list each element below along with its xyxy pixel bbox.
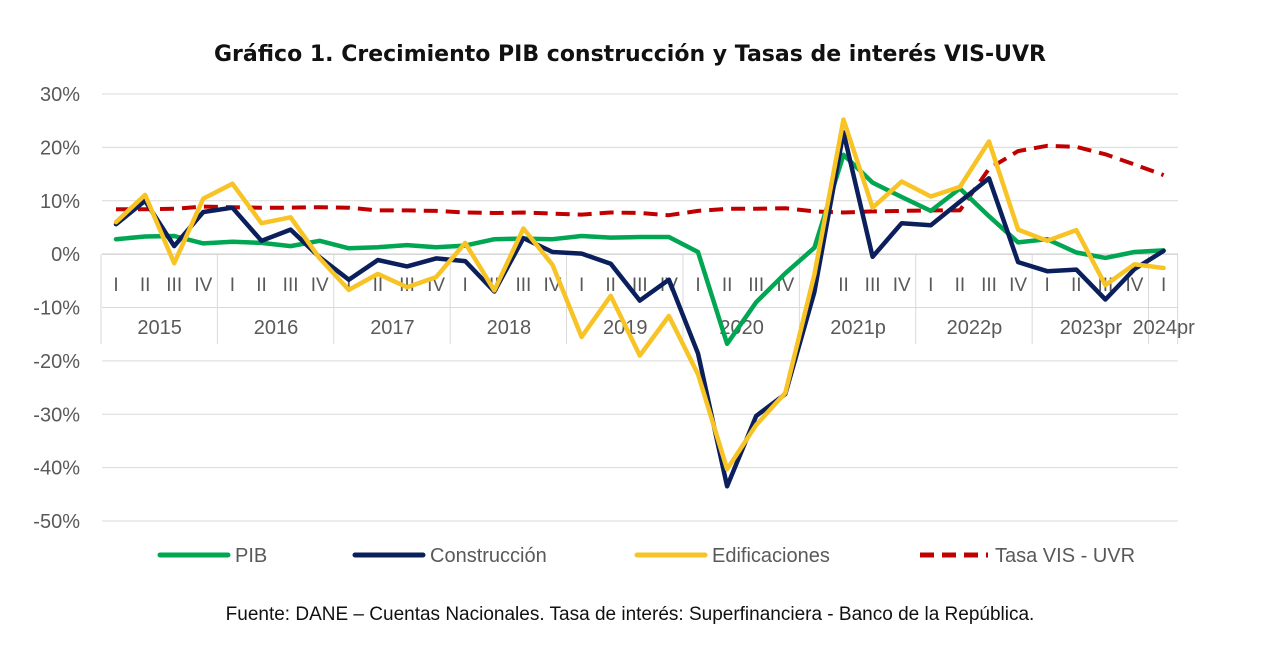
year-label: 2023pr bbox=[1060, 317, 1123, 339]
year-label: 2018 bbox=[487, 317, 532, 339]
series-line-construcción bbox=[113, 130, 1166, 489]
year-label: 2017 bbox=[370, 317, 415, 339]
quarter-label: IV bbox=[893, 275, 911, 296]
series-line-tasa-vis-uvr bbox=[116, 143, 1165, 218]
quarter-label: III bbox=[981, 275, 997, 296]
legend-label: PIB bbox=[235, 545, 267, 567]
year-label: 2015 bbox=[137, 317, 182, 339]
y-tick-label: -50% bbox=[33, 511, 80, 533]
quarter-label: II bbox=[373, 275, 384, 296]
series-line-pib bbox=[113, 152, 1166, 347]
y-tick-label: 0% bbox=[51, 244, 80, 266]
chart-title: Gráfico 1. Crecimiento PIB construcción … bbox=[214, 42, 1046, 67]
gridlines bbox=[102, 93, 1178, 522]
quarter-label: II bbox=[838, 275, 849, 296]
quarter-label: I bbox=[230, 275, 235, 296]
series-lines bbox=[113, 117, 1166, 489]
source-note: Fuente: DANE – Cuentas Nacionales. Tasa … bbox=[226, 604, 1035, 625]
y-tick-label: 30% bbox=[40, 84, 80, 106]
quarter-label: III bbox=[632, 275, 648, 296]
quarter-label: II bbox=[1071, 275, 1082, 296]
quarter-label: IV bbox=[311, 275, 329, 296]
legend-label: Construcción bbox=[430, 545, 547, 567]
quarter-label: I bbox=[579, 275, 584, 296]
y-tick-label: 10% bbox=[40, 191, 80, 213]
y-tick-label: -10% bbox=[33, 298, 80, 320]
quarter-label: III bbox=[865, 275, 881, 296]
quarter-label: II bbox=[140, 275, 151, 296]
quarter-label: II bbox=[256, 275, 267, 296]
quarter-label: I bbox=[113, 275, 118, 296]
quarter-label: IV bbox=[194, 275, 212, 296]
legend-label: Tasa VIS - UVR bbox=[995, 545, 1135, 567]
year-label: 2022p bbox=[947, 317, 1003, 339]
quarter-label: I bbox=[463, 275, 468, 296]
year-label: 2021p bbox=[830, 317, 886, 339]
quarter-label: I bbox=[1161, 275, 1166, 296]
year-label: 2016 bbox=[254, 317, 299, 339]
quarter-label: III bbox=[515, 275, 531, 296]
quarter-label: III bbox=[283, 275, 299, 296]
quarter-label: IV bbox=[1009, 275, 1027, 296]
quarter-label: II bbox=[722, 275, 733, 296]
legend-label: Edificaciones bbox=[712, 545, 830, 567]
y-tick-label: -40% bbox=[33, 458, 80, 480]
series-line-edificaciones bbox=[113, 117, 1166, 472]
quarter-label: I bbox=[928, 275, 933, 296]
quarter-label: IV bbox=[1126, 275, 1144, 296]
quarter-label: III bbox=[748, 275, 764, 296]
quarter-label: III bbox=[166, 275, 182, 296]
y-tick-label: 20% bbox=[40, 137, 80, 159]
quarter-label: I bbox=[1045, 275, 1050, 296]
year-label: 2020 bbox=[719, 317, 764, 339]
y-axis-tick-labels: 30% 20% 10% 0% -10% -20% -30% -40% -50% bbox=[33, 84, 80, 533]
quarter-label: I bbox=[346, 275, 351, 296]
y-tick-label: -20% bbox=[33, 351, 80, 373]
legend: PIB Construcción Edificaciones Tasa VIS - U… bbox=[157, 545, 1135, 567]
year-label: 2024pr bbox=[1132, 317, 1195, 339]
quarter-label: I bbox=[695, 275, 700, 296]
y-tick-label: -30% bbox=[33, 404, 80, 426]
quarter-label: II bbox=[955, 275, 966, 296]
quarter-label: II bbox=[605, 275, 616, 296]
